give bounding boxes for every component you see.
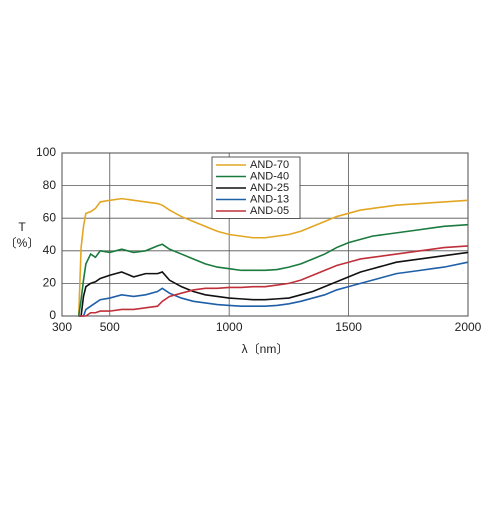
y-tick-label: 20 — [43, 276, 57, 290]
x-tick-label: 1000 — [216, 320, 243, 334]
y-tick-label: 60 — [43, 210, 57, 224]
x-tick-label: 300 — [52, 320, 72, 334]
y-axis-unit: 〔%〕 — [5, 236, 40, 250]
y-tick-label: 0 — [49, 308, 56, 322]
legend-label: AND-40 — [250, 170, 289, 182]
x-tick-label: 2000 — [455, 320, 482, 334]
legend-label: AND-70 — [250, 159, 289, 171]
series-line — [77, 197, 469, 317]
y-axis-label: T — [18, 220, 26, 234]
series-line — [78, 245, 469, 317]
legend-label: AND-13 — [250, 193, 289, 205]
series-line — [77, 223, 469, 317]
legend-label: AND-25 — [250, 182, 289, 194]
y-tick-label: 40 — [43, 243, 57, 257]
legend-label: AND-05 — [250, 205, 289, 217]
x-axis-label: λ〔nm〕 — [242, 342, 289, 356]
x-tick-label: 500 — [100, 320, 120, 334]
y-tick-label: 100 — [36, 145, 56, 159]
x-tick-label: 1500 — [335, 320, 362, 334]
series-line — [78, 251, 469, 317]
y-tick-label: 80 — [43, 178, 57, 192]
series-line — [78, 261, 469, 317]
